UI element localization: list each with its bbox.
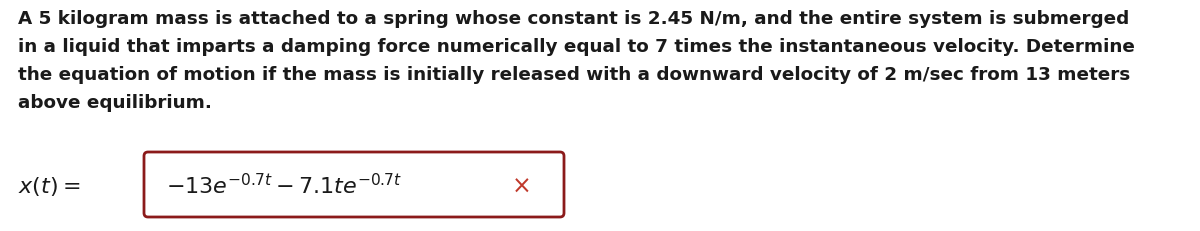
FancyBboxPatch shape — [144, 152, 564, 217]
Text: in a liquid that imparts a damping force numerically equal to 7 times the instan: in a liquid that imparts a damping force… — [18, 38, 1135, 56]
Text: $x(t)=$: $x(t)=$ — [18, 174, 80, 198]
Text: the equation of motion if the mass is initially released with a downward velocit: the equation of motion if the mass is in… — [18, 66, 1130, 84]
Text: $-13e^{-0.7t} - 7.1te^{-0.7t}$: $-13e^{-0.7t} - 7.1te^{-0.7t}$ — [166, 173, 402, 199]
Text: above equilibrium.: above equilibrium. — [18, 94, 212, 112]
Text: A 5 kilogram mass is attached to a spring whose constant is 2.45 N/m, and the en: A 5 kilogram mass is attached to a sprin… — [18, 10, 1129, 28]
Text: $\times$: $\times$ — [511, 174, 529, 198]
